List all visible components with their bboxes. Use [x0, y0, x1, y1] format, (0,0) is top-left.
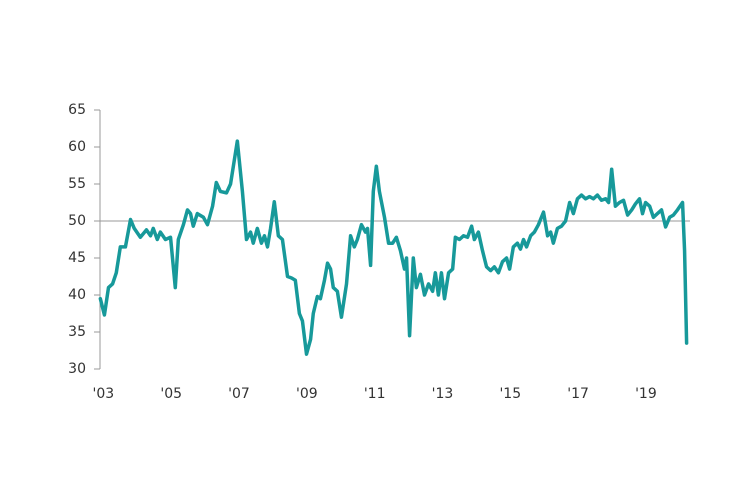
x-tick-label: '03 — [93, 386, 115, 402]
y-tick-label: 55 — [68, 176, 86, 192]
y-tick-label: 45 — [68, 250, 86, 266]
x-tick-label: '09 — [296, 386, 318, 402]
x-tick-label: '17 — [567, 386, 589, 402]
y-tick-label: 50 — [68, 213, 86, 229]
x-tick-label: '07 — [228, 386, 250, 402]
y-tick-label: 35 — [68, 324, 86, 340]
y-tick-label: 40 — [68, 287, 86, 303]
y-tick-label: 65 — [68, 102, 86, 118]
x-tick-label: '05 — [160, 386, 182, 402]
y-tick-label: 30 — [68, 361, 86, 377]
x-tick-label: '15 — [499, 386, 521, 402]
x-tick-label: '13 — [432, 386, 454, 402]
x-tick-label: '19 — [635, 386, 657, 402]
x-tick-label: '11 — [364, 386, 386, 402]
line-series — [98, 139, 689, 356]
y-tick-label: 60 — [68, 139, 86, 155]
